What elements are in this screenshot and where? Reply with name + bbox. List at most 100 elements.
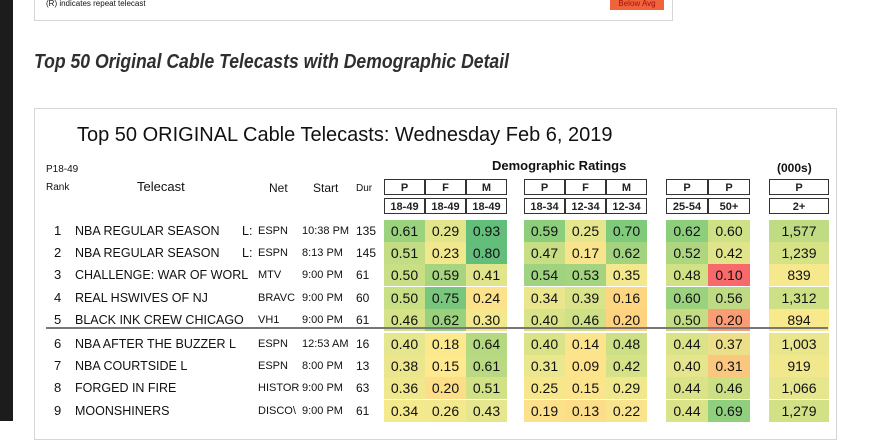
rating-cell: 0.62 (425, 308, 466, 331)
rating-cell: 0.50 (384, 286, 425, 309)
rating-cell: 0.13 (565, 399, 606, 422)
dur-cell: 145 (356, 246, 377, 261)
rating-cell: 0.17 (565, 242, 606, 265)
dur-cell: 63 (356, 381, 370, 396)
rating-cell: 0.62 (606, 242, 647, 265)
telecast-cell: NBA AFTER THE BUZZER L (75, 337, 236, 351)
column-header-bottom: 2+ (769, 198, 829, 214)
column-header-top: F (425, 179, 466, 195)
net-cell: BRAVC (258, 291, 296, 304)
rating-cell: 1,003 (769, 333, 829, 355)
rating-cell: 0.40 (524, 333, 565, 355)
column-header-bottom: 18-49 (425, 198, 466, 214)
rating-cell: 0.47 (524, 242, 565, 265)
left-edge-bar (0, 0, 13, 421)
start-cell: 9:00 PM (302, 269, 343, 282)
start-cell: 12:53 AM (302, 338, 349, 350)
rank-cell: 4 (54, 289, 62, 305)
rating-cell: 0.19 (524, 399, 565, 422)
rating-cell: 0.51 (384, 242, 425, 265)
rating-cell: 0.48 (666, 264, 708, 287)
start-cell: 8:00 PM (302, 360, 343, 373)
net-cell: MTV (258, 269, 282, 282)
column-header-top: P (769, 179, 829, 195)
net-header: Net (269, 181, 288, 195)
column-header-top: P (708, 179, 750, 195)
rating-cell: 0.15 (565, 377, 606, 400)
dur-cell: 16 (356, 337, 370, 351)
rating-cell: 1,279 (769, 399, 829, 422)
rating-cell: 0.25 (565, 220, 606, 242)
column-header-bottom: 18-34 (524, 198, 565, 214)
telecast-cell: CHALLENGE: WAR OF WORL (75, 268, 249, 283)
rating-cell: 0.62 (666, 220, 708, 242)
rating-cell: 0.37 (708, 333, 750, 355)
rating-cell: 0.60 (666, 286, 708, 309)
rating-cell: 0.18 (425, 333, 466, 355)
rating-cell: 0.31 (524, 355, 565, 378)
demographic-ratings-header: Demographic Ratings (492, 158, 627, 173)
column-header-top: P (524, 179, 565, 195)
rating-cell: 0.20 (606, 308, 647, 331)
column-header-top: M (466, 179, 507, 195)
thousands-header: (000s) (777, 161, 812, 175)
start-header: Start (313, 181, 339, 195)
telecast-cell: MOONSHINERS (75, 403, 170, 418)
column-header-bottom: 50+ (708, 198, 750, 214)
column-header-bottom: 12-34 (606, 198, 647, 214)
rating-cell: 0.46 (384, 308, 425, 331)
rating-cell: 0.41 (466, 264, 507, 287)
rating-cell: 0.34 (524, 286, 565, 309)
rating-cell: 1,312 (769, 286, 829, 309)
rating-cell: 0.35 (606, 264, 647, 287)
rank-cell: 1 (54, 223, 62, 238)
telecast-cell: REAL HSWIVES OF NJ (75, 290, 208, 305)
telecast-cell: FORGED IN FIRE (75, 381, 177, 396)
start-cell: 10:38 PM (302, 225, 350, 237)
rating-cell: 0.14 (565, 333, 606, 355)
rating-cell: 0.20 (708, 308, 750, 331)
p18-49-label: P18-49 (46, 164, 79, 175)
rating-cell: 0.40 (524, 308, 565, 331)
table-title: Top 50 ORIGINAL Cable Telecasts: Wednesd… (77, 124, 613, 146)
rating-cell: 0.59 (425, 264, 466, 287)
telecast-cell: BLACK INK CREW CHICAGO (75, 312, 244, 327)
net-cell: ESPN (258, 247, 288, 260)
telecast-cell: NBA REGULAR SEASON (75, 246, 220, 261)
start-cell: 8:13 PM (302, 247, 343, 260)
rating-cell: 0.64 (466, 333, 507, 355)
column-header-bottom: 25-54 (666, 198, 708, 214)
start-cell: 9:00 PM (302, 382, 343, 395)
start-cell: 9:00 PM (302, 291, 343, 304)
column-header-top: P (666, 179, 708, 195)
dur-cell: 60 (356, 290, 370, 305)
section-title: Top 50 Original Cable Telecasts with Dem… (34, 51, 509, 73)
rating-cell: 0.43 (466, 399, 507, 422)
rating-cell: 839 (769, 264, 829, 287)
rating-cell: 0.22 (606, 399, 647, 422)
rating-cell: 0.60 (708, 220, 750, 242)
column-header-bottom: 12-34 (565, 198, 606, 214)
dur-cell: 135 (356, 224, 377, 238)
rating-cell: 0.09 (565, 355, 606, 378)
rating-cell: 0.70 (606, 220, 647, 242)
rank-cell: 8 (54, 380, 62, 396)
rating-cell: 0.40 (666, 355, 708, 378)
rating-cell: 0.10 (708, 264, 750, 287)
rating-cell: 0.31 (708, 355, 750, 378)
rating-cell: 0.54 (524, 264, 565, 287)
rating-cell: 0.30 (466, 308, 507, 331)
rating-cell: 0.52 (666, 242, 708, 265)
rank-cell: 3 (54, 267, 62, 283)
rating-cell: 0.44 (666, 377, 708, 400)
rating-cell: 0.69 (708, 399, 750, 422)
net-cell: VH1 (258, 313, 280, 326)
rating-cell: 0.42 (708, 242, 750, 265)
rating-cell: 0.80 (466, 242, 507, 265)
rank-cell: 7 (54, 358, 62, 374)
rating-cell: 0.29 (425, 220, 466, 242)
net-cell: DISCO\ (258, 404, 296, 417)
net-cell: HISTOR (258, 382, 300, 395)
column-header-bottom: 18-49 (384, 198, 425, 214)
rank-cell: 5 (54, 311, 62, 327)
